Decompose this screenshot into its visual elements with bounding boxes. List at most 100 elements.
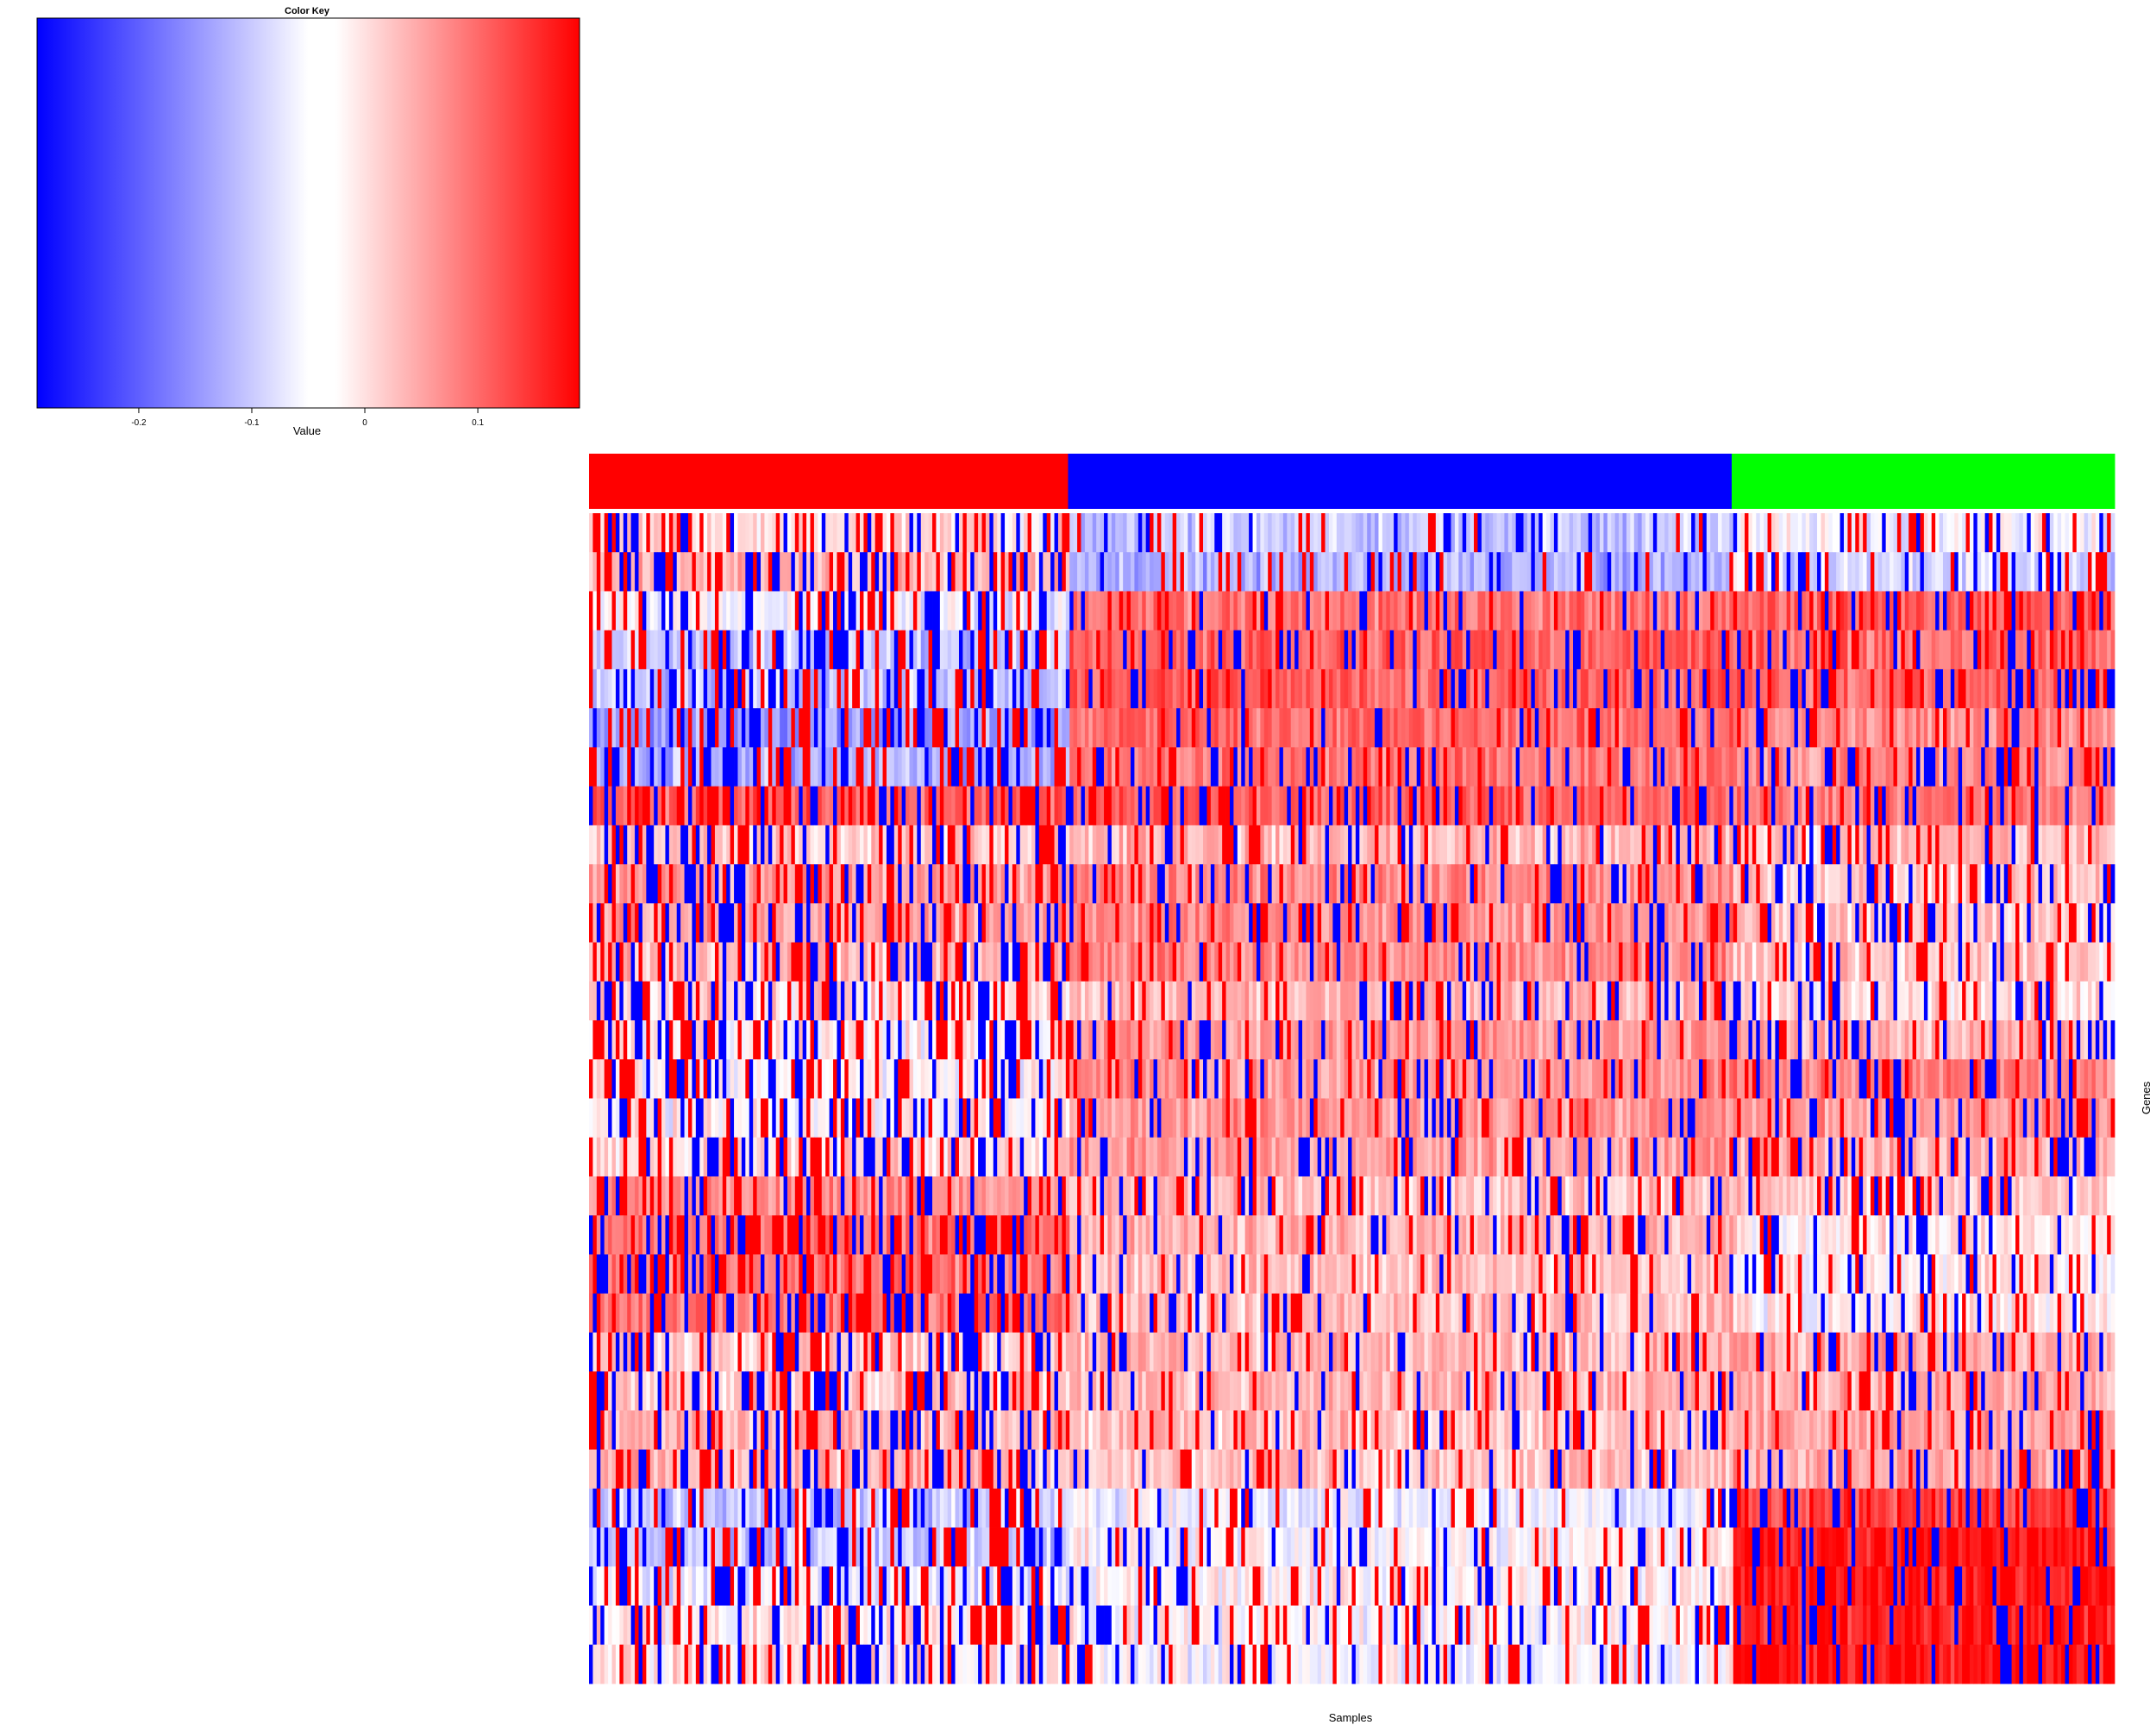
- heatmap-cell: [2015, 630, 2020, 670]
- heatmap-cell: [2068, 591, 2073, 631]
- heatmap-cell: [791, 591, 796, 631]
- heatmap-cell: [924, 708, 929, 748]
- heatmap-cell: [2008, 513, 2012, 553]
- heatmap-cell: [1427, 708, 1432, 748]
- heatmap-cell: [1447, 591, 1451, 631]
- heatmap-cell: [871, 942, 876, 982]
- heatmap-cell: [1885, 864, 1890, 904]
- heatmap-cell: [1008, 747, 1013, 787]
- heatmap-cell: [1150, 668, 1154, 709]
- heatmap-cell: [1485, 786, 1490, 826]
- heatmap-cell: [1638, 864, 1643, 904]
- heatmap-cell: [1229, 552, 1234, 592]
- heatmap-cell: [1378, 591, 1383, 631]
- heatmap-cell: [1813, 552, 1818, 592]
- heatmap-cell: [619, 786, 624, 826]
- heatmap-cell: [1858, 513, 1864, 553]
- heatmap-cell: [1969, 942, 1974, 982]
- heatmap-cell: [1896, 864, 1902, 904]
- heatmap-cell: [1359, 668, 1364, 709]
- heatmap-cell: [1439, 942, 1445, 982]
- heatmap-cell: [1824, 708, 1829, 748]
- heatmap-cell: [1462, 630, 1467, 670]
- heatmap-cell: [1630, 708, 1635, 748]
- heatmap-cell: [596, 552, 601, 592]
- heatmap-cell: [1890, 630, 1894, 670]
- heatmap-cell: [1630, 825, 1635, 865]
- heatmap-cell: [1996, 786, 2001, 826]
- heatmap-cell: [1493, 864, 1497, 904]
- heatmap-cell: [589, 942, 593, 982]
- heatmap-cell: [867, 552, 872, 592]
- heatmap-cell: [1901, 825, 1906, 865]
- heatmap-cell: [966, 981, 971, 1021]
- heatmap-cell: [1847, 864, 1852, 904]
- heatmap-cell: [1088, 630, 1094, 670]
- heatmap-cell: [2030, 903, 2035, 943]
- heatmap-cell: [901, 708, 906, 748]
- heatmap-cell: [1863, 668, 1867, 709]
- heatmap-cell: [1474, 630, 1478, 670]
- heatmap-cell: [1927, 903, 1933, 943]
- heatmap-cell: [997, 786, 1002, 826]
- heatmap-cell: [1443, 708, 1448, 748]
- heatmap-cell: [825, 591, 830, 631]
- heatmap-cell: [1313, 864, 1319, 904]
- heatmap-cell: [730, 630, 735, 670]
- heatmap-cell: [1115, 825, 1120, 865]
- heatmap-cell: [2022, 630, 2028, 670]
- heatmap-cell: [1241, 825, 1246, 865]
- heatmap-cell: [1844, 513, 1848, 553]
- heatmap-cell: [958, 513, 963, 553]
- heatmap-cell: [657, 513, 662, 553]
- heatmap-cell: [1458, 513, 1463, 553]
- heatmap-cell: [1725, 747, 1730, 787]
- heatmap-cell: [1424, 513, 1429, 553]
- heatmap-cell: [649, 630, 655, 670]
- heatmap-cell: [1984, 708, 1990, 748]
- heatmap-cell: [981, 668, 987, 709]
- heatmap-cell: [1397, 825, 1402, 865]
- heatmap-cell: [726, 513, 731, 553]
- heatmap-cell: [920, 903, 925, 943]
- heatmap-cell: [1783, 786, 1788, 826]
- heatmap-cell: [821, 708, 826, 748]
- heatmap-cell: [1641, 591, 1646, 631]
- heatmap-cell: [1191, 981, 1196, 1021]
- heatmap-cell: [1462, 786, 1467, 826]
- heatmap-cell: [1420, 942, 1425, 982]
- heatmap-cell: [718, 668, 724, 709]
- heatmap-cell: [2107, 903, 2111, 943]
- heatmap-cell: [1107, 708, 1112, 748]
- heatmap-cell: [833, 552, 837, 592]
- heatmap-cell: [1611, 942, 1616, 982]
- heatmap-cell: [1321, 864, 1326, 904]
- heatmap-cell: [810, 513, 815, 553]
- heatmap-cell: [1161, 786, 1166, 826]
- heatmap-cell: [1359, 630, 1364, 670]
- heatmap-cell: [1622, 630, 1627, 670]
- heatmap-cell: [2034, 942, 2039, 982]
- heatmap-cell: [1024, 825, 1028, 865]
- heatmap-cell: [852, 668, 856, 709]
- heatmap-cell: [692, 825, 697, 865]
- heatmap-cell: [2000, 630, 2005, 670]
- heatmap-cell: [890, 630, 895, 670]
- heatmap-cell: [1748, 630, 1753, 670]
- heatmap-cell: [1351, 668, 1357, 709]
- heatmap-cell: [592, 552, 598, 592]
- heatmap-cell: [1035, 786, 1040, 826]
- heatmap-cell: [2027, 552, 2032, 592]
- heatmap-cell: [1958, 630, 1963, 670]
- heatmap-cell: [707, 825, 711, 865]
- heatmap-cell: [1866, 552, 1871, 592]
- heatmap-cell: [1344, 630, 1349, 670]
- heatmap-cell: [848, 903, 853, 943]
- heatmap-cell: [939, 668, 944, 709]
- heatmap-cell: [981, 513, 987, 553]
- heatmap-cell: [1832, 668, 1837, 709]
- heatmap-cell: [2076, 903, 2081, 943]
- heatmap-cell: [810, 981, 815, 1021]
- heatmap-cell: [1863, 708, 1867, 748]
- heatmap-cell: [1676, 552, 1681, 592]
